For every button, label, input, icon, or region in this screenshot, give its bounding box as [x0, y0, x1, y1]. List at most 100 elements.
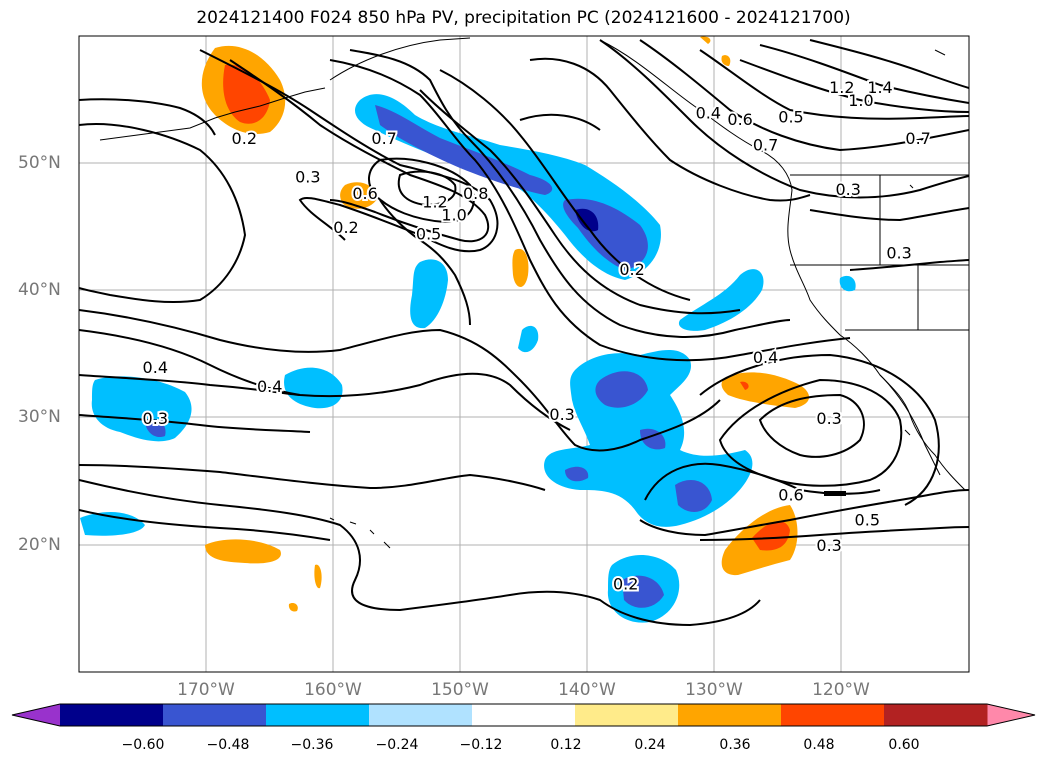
contour-label-19: 0.3 [886, 244, 911, 263]
pv-contour-25 [79, 509, 331, 541]
contour-label-3: 0.6 [352, 184, 377, 203]
pos-region-21n-core [752, 521, 790, 551]
colorbar [11, 703, 1036, 727]
contour-label-17: 0.7 [905, 129, 930, 148]
lon-label-150w: 150°W [431, 680, 489, 700]
pos-region-56n-130w [721, 55, 731, 66]
colorbar-segment-3 [369, 704, 473, 726]
contour-label-5: 1.2 [422, 193, 447, 212]
pos-region-31n-125w [721, 372, 810, 408]
neg-region-west-32n [91, 376, 192, 442]
contour-label-11: 0.6 [727, 110, 752, 129]
precip-negative-regions [80, 94, 856, 623]
pv-contour-28 [699, 526, 969, 541]
pv-contour-31 [699, 353, 940, 506]
colorbar-tick-4: −0.12 [459, 737, 503, 753]
neg-region-central-core-a [595, 371, 648, 408]
aleutian-coast [99, 87, 326, 141]
pv-contour-2 [199, 49, 499, 253]
contour-label-0: 0.2 [232, 129, 257, 148]
lat-label-20n: 20°N [18, 535, 61, 555]
contour-label-9: 0.2 [619, 260, 644, 279]
neg-region-central-core-d [565, 466, 589, 482]
neg-region-central-core-c [675, 480, 712, 512]
pos-region-48n-160w [340, 182, 378, 209]
contour-label-25: 0.3 [549, 405, 574, 424]
contour-label-4: 0.7 [371, 129, 396, 148]
pos-region-60n-128w [700, 36, 711, 44]
lat-label-40n: 40°N [18, 280, 61, 300]
colorbar-right-extension [987, 704, 1035, 726]
pv-contour-21 [79, 374, 301, 396]
pv-contours [79, 39, 969, 627]
neg-region-37n-144w [518, 325, 539, 353]
lon-label-130w: 130°W [685, 680, 743, 700]
pv-contour-35 [79, 98, 216, 136]
contour-label-27: 0.4 [257, 377, 282, 396]
neg-region-42n-150w [410, 259, 448, 329]
pos-region-20n-165w [205, 539, 281, 564]
lon-label-120w: 120°W [812, 680, 870, 700]
pv-contour-22 [79, 414, 311, 433]
pv-contour-13 [699, 49, 969, 120]
neg-region-coast-41n [839, 275, 856, 292]
contour-label-20: 0.4 [753, 348, 778, 367]
pos-region-18n-161w [314, 564, 322, 589]
plot-title: 2024121400 F024 850 hPa PV, precipitatio… [196, 8, 851, 28]
pos-region-bering-core [223, 64, 270, 124]
contour-label-16: 1.0 [848, 91, 873, 110]
pv-contour-4 [397, 170, 457, 207]
lon-label-160w: 160°W [304, 680, 362, 700]
pv-contour-32 [824, 491, 846, 496]
colorbar-tick-9: 0.60 [888, 737, 920, 753]
neg-region-south-core [622, 575, 664, 608]
contour-label-28: 0.3 [143, 409, 168, 428]
pv-contour-17 [809, 207, 969, 222]
pv-contour-8 [419, 89, 741, 315]
contour-label-1: 0.3 [295, 167, 320, 186]
pv-contour-11 [599, 39, 969, 199]
contour-label-13: 0.7 [753, 135, 778, 154]
colorbar-segment-0 [60, 704, 164, 726]
contour-label-22: 0.6 [778, 485, 803, 504]
pv-contour-12 [639, 39, 969, 152]
colorbar-outline [11, 703, 1036, 727]
pv-contour-5 [368, 157, 475, 224]
pv-contour-33 [379, 199, 471, 326]
contour-label-29: 0.2 [613, 574, 638, 593]
contour-label-23: 0.5 [855, 511, 880, 530]
pv-contour-29 [758, 393, 865, 458]
pv-contour-23 [79, 464, 546, 491]
contour-label-6: 1.0 [441, 205, 466, 224]
contour-label-10: 0.4 [696, 104, 721, 123]
pv-contour-18 [849, 259, 969, 271]
colorbar-tick-1: −0.48 [206, 737, 250, 753]
contour-label-15: 1.4 [867, 78, 892, 97]
contour-label-18: 0.3 [835, 180, 860, 199]
lat-label-50n: 50°N [18, 153, 61, 173]
pv-contour-15 [759, 44, 969, 104]
baja-coast [879, 374, 941, 476]
colorbar-tick-0: −0.60 [121, 737, 165, 753]
neg-region-west-33n [284, 367, 343, 409]
pv-contour-34 [519, 113, 601, 131]
pv-contour-1 [79, 123, 247, 304]
colorbar-left-extension [12, 704, 60, 726]
colorbar-tick-2: −0.36 [290, 737, 334, 753]
colorbar-segments [11, 703, 1036, 727]
pv-contour-7 [329, 59, 851, 362]
pos-region-15n-163w [288, 602, 298, 612]
neg-region-west-21n [80, 512, 145, 536]
colorbar-tick-7: 0.36 [719, 737, 751, 753]
lon-label-140w: 140°W [558, 680, 616, 700]
pv-contour-10 [529, 57, 811, 202]
pv-contour-9 [439, 69, 691, 301]
neg-region-offshore-darkest [575, 208, 599, 232]
colorbar-segment-5 [575, 704, 679, 726]
map-frame [78, 35, 970, 673]
colorbar-tick-6: 0.24 [634, 737, 666, 753]
pv-contour-19 [79, 309, 721, 452]
colorbar-segment-7 [781, 704, 885, 726]
colorbar-segment-2 [266, 704, 370, 726]
